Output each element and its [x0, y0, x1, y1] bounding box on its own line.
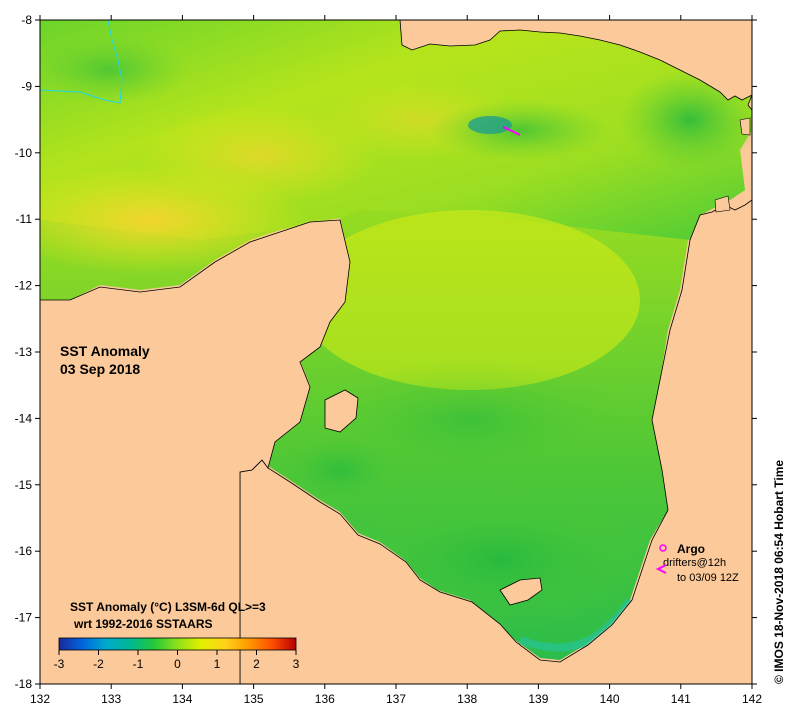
lat-tick-label: -10	[15, 146, 33, 160]
colorbar-tick-label: -3	[54, 657, 65, 671]
lon-tick-label: 140	[600, 692, 620, 706]
cool-patch-nw	[40, 35, 190, 105]
coastal-cool-strip	[518, 597, 634, 652]
colorbar-ticks: -3 -2 -1 0 1 2 3	[54, 650, 300, 671]
argo-marker-icon	[659, 544, 667, 552]
lat-tick-label: -11	[16, 212, 33, 226]
colorbar-tick-label: 3	[293, 657, 300, 671]
plot-area	[40, 20, 752, 684]
colorbar-title-line1: SST Anomaly (°C) L3SM-6d QL>=3	[70, 600, 266, 614]
credit-text: © IMOS 18-Nov-2018 06:54 Hobart Time	[772, 460, 786, 684]
colorbar-tick-label: 2	[253, 657, 260, 671]
map-title-line2: 03 Sep 2018	[60, 361, 140, 377]
argo-label: Argo	[677, 542, 705, 556]
land-arnhem	[40, 219, 351, 684]
land-new-guinea	[399, 20, 752, 101]
land-cape-york	[239, 199, 752, 684]
warm-anomaly-north	[140, 105, 380, 205]
map-title-line1: SST Anomaly	[60, 343, 150, 359]
lon-tick-label: 135	[244, 692, 264, 706]
colorbar-tick-label: 0	[174, 657, 181, 671]
land-island-ne-1	[714, 195, 731, 213]
lon-tick-label: 138	[457, 692, 477, 706]
lon-tick-label: 132	[30, 692, 50, 706]
land-island-ne-2	[739, 117, 751, 136]
lat-tick-label: -13	[15, 345, 33, 359]
cool-patch-sw	[270, 430, 410, 510]
land-groote-eylandt	[324, 389, 359, 433]
land-new-guinea-tip	[747, 94, 752, 111]
colorbar-title-line2: wrt 1992-2016 SSTAARS	[73, 617, 213, 631]
drifters-label-line2: to 03/09 12Z	[677, 572, 739, 584]
lat-tick-label: -17	[15, 611, 33, 625]
drifter-track	[502, 126, 521, 136]
lon-tick-label: 136	[315, 692, 335, 706]
longitude-axis: 132133134135136137138139140141142143	[30, 15, 762, 706]
lat-tick-label: -15	[15, 478, 33, 492]
lat-tick-label: -14	[15, 411, 33, 425]
lon-tick-label: 137	[386, 692, 406, 706]
drifters-label-line1: drifters@12h	[663, 557, 726, 569]
colorbar-tick-label: 1	[214, 657, 221, 671]
gulf-central-pale	[300, 210, 640, 390]
lon-tick-label: 133	[101, 692, 121, 706]
lon-tick-label: 134	[172, 692, 192, 706]
land-mornington-island	[499, 577, 543, 606]
cool-patch-ne	[620, 70, 752, 170]
lat-tick-label: -12	[15, 279, 33, 293]
lat-tick-label: -18	[15, 677, 33, 691]
lon-tick-label: 141	[671, 692, 691, 706]
colorbar-tick-label: -2	[93, 657, 104, 671]
lat-tick-label: -16	[15, 544, 33, 558]
cool-spot	[468, 116, 512, 134]
colorbar	[58, 637, 297, 651]
lat-tick-label: -8	[21, 13, 32, 27]
lon-tick-label: 142	[742, 692, 762, 706]
lon-tick-label: 139	[528, 692, 548, 706]
latitude-axis: -8-9-10-11-12-13-14-15-16-17-18	[15, 13, 757, 691]
drifter-marker-icon	[655, 564, 667, 574]
lat-tick-label: -9	[21, 79, 32, 93]
maritime-boundary	[40, 20, 123, 104]
cool-patch-north	[430, 100, 610, 160]
colorbar-tick-label: -1	[133, 657, 144, 671]
